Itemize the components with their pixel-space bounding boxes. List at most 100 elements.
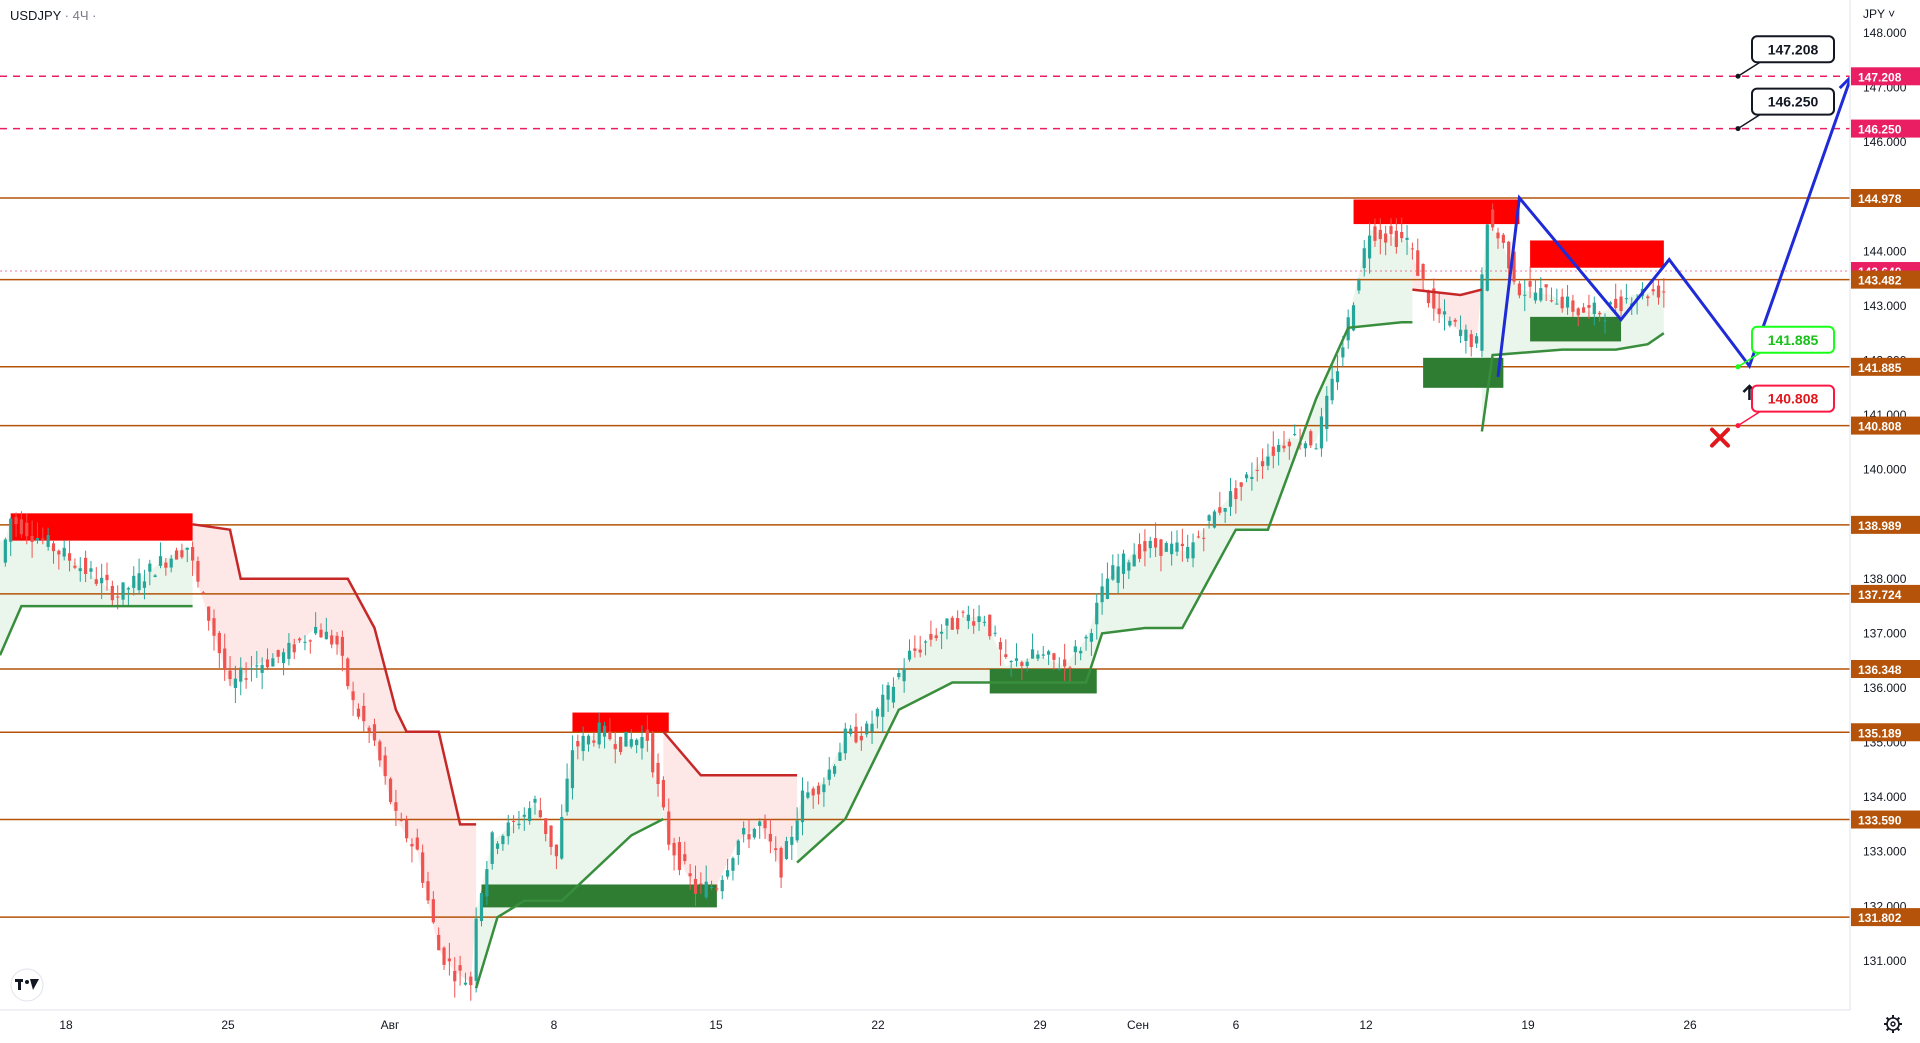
price-level-badge: 137.724	[1851, 584, 1920, 603]
price-level-badge: 144.978	[1851, 189, 1920, 207]
candle-body	[1271, 446, 1275, 456]
candle-body	[1426, 291, 1431, 304]
candle-body	[164, 562, 168, 568]
candle-body	[736, 840, 740, 856]
candle-body	[1277, 444, 1281, 452]
candle-body	[849, 728, 853, 735]
candle-body	[1485, 224, 1489, 291]
candle-body	[640, 736, 644, 749]
candle-body	[875, 708, 879, 717]
candle-body	[1576, 308, 1580, 316]
price-level-badge: 135.189	[1851, 723, 1920, 742]
candle-body	[1544, 284, 1548, 288]
candle-body	[1533, 292, 1538, 301]
candle-body	[367, 727, 371, 732]
candle-body	[870, 723, 874, 732]
candle-body	[1073, 646, 1077, 653]
callout-box	[1751, 325, 1835, 354]
candle-body	[982, 621, 986, 623]
price-axis[interactable]: JPY ˅131.000132.000133.000134.000135.000…	[1849, 0, 1920, 1038]
time-tick-label: 18	[59, 1018, 73, 1032]
candle-body	[142, 581, 147, 588]
candle-body	[1218, 507, 1222, 513]
time-tick-label: 15	[709, 1018, 723, 1032]
candle-body	[833, 766, 837, 774]
callout-anchor-dot	[1735, 126, 1741, 132]
candle-body	[62, 547, 66, 557]
candle-body	[1421, 263, 1425, 280]
candle-body	[1207, 515, 1211, 521]
price-tick-label: 136.000	[1863, 681, 1907, 695]
candle-body	[1614, 298, 1618, 309]
candle-body	[105, 574, 109, 581]
candle-body	[126, 588, 130, 590]
candle-body	[1143, 541, 1147, 552]
candle-body	[1475, 336, 1479, 344]
candle-body	[512, 821, 516, 823]
cross-mark-shape	[1710, 427, 1730, 448]
candle-body	[1020, 662, 1024, 666]
candle-body	[346, 658, 350, 687]
candle-body	[73, 565, 77, 568]
time-axis-bg	[0, 1010, 1920, 1038]
price-badge-text: 133.590	[1858, 814, 1902, 828]
candle-body	[453, 970, 457, 982]
time-tick-label: 25	[221, 1018, 235, 1032]
candle-body	[196, 561, 200, 582]
candle-body	[180, 550, 184, 558]
candle-body	[233, 678, 237, 689]
candle-body	[1036, 654, 1040, 659]
candle-body	[693, 878, 698, 894]
candle-body	[1266, 456, 1270, 466]
candle-body	[1656, 285, 1661, 298]
candle-body	[1491, 209, 1495, 228]
candle-body	[132, 575, 136, 588]
candle-body	[1437, 308, 1441, 315]
candle-body	[1592, 302, 1596, 315]
levels-layer	[0, 75, 1850, 918]
candle-body	[806, 792, 810, 798]
candle-body	[212, 618, 216, 636]
price-tick-label: 138.000	[1863, 572, 1907, 586]
candle-body	[121, 582, 125, 600]
candle-body	[89, 568, 93, 572]
candle-body	[463, 982, 468, 985]
candle-body	[672, 842, 676, 856]
candle-body	[1651, 289, 1655, 292]
candle-body	[656, 762, 660, 785]
candle-body	[592, 740, 596, 743]
candle-body	[1068, 667, 1072, 669]
candle-body	[779, 848, 783, 878]
candle-body	[667, 811, 671, 845]
candle-body	[1137, 544, 1142, 559]
candle-body	[1410, 248, 1414, 250]
candle-body	[378, 741, 382, 761]
gear-icon[interactable]	[1884, 1015, 1902, 1033]
price-badge-bg	[1851, 908, 1920, 927]
tradingview-logo-icon[interactable]	[10, 968, 44, 1002]
candle-body	[699, 883, 703, 885]
candle-body	[528, 808, 532, 822]
price-tick-label: 146.000	[1863, 135, 1907, 149]
candle-body	[431, 899, 435, 923]
candle-body	[330, 635, 334, 645]
candle-body	[977, 616, 981, 622]
supertrend-line-down	[192, 523, 477, 826]
candle-body	[191, 547, 195, 561]
candle-body	[217, 632, 221, 654]
candle-body	[683, 854, 687, 862]
candle-body	[169, 558, 173, 568]
price-badge-text: 144.978	[1858, 192, 1902, 206]
candle-body	[244, 678, 248, 680]
price-badge-bg	[1851, 723, 1920, 742]
candle-body	[437, 934, 441, 951]
candle-body	[1063, 659, 1067, 667]
supply-zone	[572, 712, 669, 732]
gear-tooth	[1896, 1016, 1901, 1021]
candle-body	[405, 819, 409, 839]
time-axis[interactable]: 18 25 Авг 8 15 22 29 Сен 6 12 19 26	[0, 1009, 1920, 1038]
candle-body	[1523, 294, 1527, 296]
candle-body	[426, 881, 430, 901]
